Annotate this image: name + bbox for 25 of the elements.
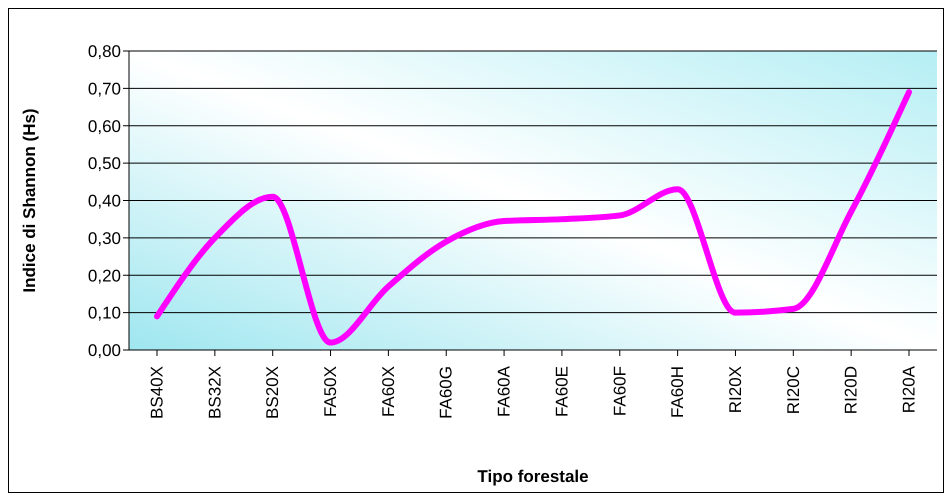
y-tick-label: 0,10	[88, 304, 121, 323]
y-tick-label: 0,80	[88, 42, 121, 62]
x-tick-label: BS32X	[205, 366, 224, 419]
x-tick-label: FA60H	[668, 366, 688, 418]
y-axis-title: Indice di Shannon (Hs)	[20, 108, 40, 293]
x-tick-label: RI20D	[842, 366, 861, 414]
x-tick-label: BS40X	[148, 366, 166, 419]
x-tick-label: FA60A	[494, 365, 514, 418]
x-axis-title: Tipo forestale	[477, 467, 589, 486]
y-tick-label: 0,20	[88, 266, 121, 286]
x-tick-label: FA60F	[610, 366, 630, 416]
y-tick-label: 0,30	[88, 228, 121, 248]
x-tick-label: FA60E	[552, 366, 572, 418]
y-tick-label: 0,60	[88, 116, 121, 136]
x-tick-label: RI20X	[726, 366, 745, 414]
x-tick-label: RI20C	[784, 366, 803, 414]
y-tick-label: 0,70	[88, 79, 121, 98]
x-tick-label: FA50X	[321, 366, 340, 418]
x-tick-label: BS20X	[263, 366, 282, 419]
x-tick-label: FA60G	[436, 366, 456, 419]
y-tick-label: 0,40	[88, 192, 121, 211]
x-tick-label: FA60X	[378, 366, 398, 418]
x-tick-label: RI20A	[900, 365, 918, 414]
y-tick-label: 0,00	[88, 341, 121, 360]
y-tick-label: 0,50	[88, 154, 121, 174]
